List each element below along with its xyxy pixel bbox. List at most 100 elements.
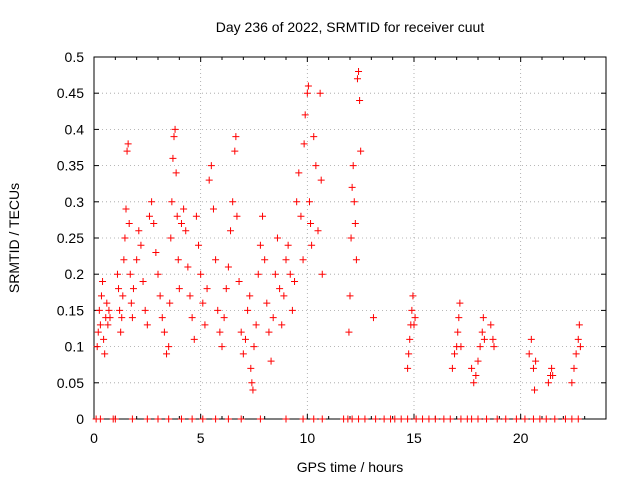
data-point	[100, 335, 108, 343]
data-point	[126, 270, 134, 278]
y-tick-label: 0.4	[65, 121, 85, 137]
data-point	[201, 321, 209, 329]
data-point	[561, 415, 569, 423]
x-tick-label: 15	[406, 430, 422, 446]
data-point	[199, 415, 207, 423]
data-point	[190, 335, 198, 343]
data-point	[192, 212, 200, 220]
data-point	[150, 220, 158, 228]
data-point	[346, 292, 354, 300]
data-point	[348, 183, 356, 191]
data-point	[205, 176, 213, 184]
data-point	[267, 357, 275, 365]
data-point	[125, 220, 133, 228]
data-point	[480, 335, 488, 343]
tick-layer: 0 0.05 0.1 0.15 0.2 0.25 0.3 0.35 0.4 0.45 0.5 0 5 10…	[57, 49, 606, 446]
data-point	[117, 328, 125, 336]
data-point	[544, 379, 552, 387]
data-point	[197, 270, 205, 278]
data-point	[531, 386, 539, 394]
data-point	[261, 256, 269, 264]
data-point	[576, 343, 584, 351]
data-point	[529, 364, 537, 372]
data-point	[165, 343, 173, 351]
data-point	[177, 220, 185, 228]
data-point	[355, 67, 363, 75]
data-point	[397, 415, 405, 423]
data-point	[318, 270, 326, 278]
data-point	[527, 335, 535, 343]
data-point	[127, 299, 135, 307]
data-point	[479, 314, 487, 322]
data-point	[572, 350, 580, 358]
data-point	[487, 321, 495, 329]
data-point	[220, 314, 228, 322]
data-point	[113, 270, 121, 278]
data-point	[468, 364, 476, 372]
data-point	[241, 335, 249, 343]
data-point	[348, 415, 356, 423]
y-tick-label: 0	[76, 411, 84, 427]
y-axis-label: SRMTID / TECUs	[6, 183, 22, 293]
data-point	[455, 314, 463, 322]
data-point	[167, 234, 175, 242]
data-point	[104, 321, 112, 329]
data-point	[254, 270, 262, 278]
data-point	[120, 256, 128, 264]
data-point	[356, 96, 364, 104]
data-point	[352, 256, 360, 264]
data-point	[244, 306, 252, 314]
data-point	[166, 299, 174, 307]
data-point	[216, 328, 224, 336]
data-point	[232, 133, 240, 141]
data-point	[404, 415, 412, 423]
data-point	[502, 415, 510, 423]
data-point	[229, 198, 237, 206]
data-point	[173, 212, 181, 220]
data-point	[570, 364, 578, 372]
y-tick-label: 0.2	[65, 266, 85, 282]
data-point	[154, 415, 162, 423]
data-point	[574, 335, 582, 343]
data-point	[308, 241, 316, 249]
data-point	[291, 277, 299, 285]
data-point	[263, 299, 271, 307]
data-point	[156, 292, 164, 300]
data-point	[139, 277, 147, 285]
data-point	[410, 321, 418, 329]
data-point	[357, 147, 365, 155]
data-point	[472, 372, 480, 380]
data-point	[214, 306, 222, 314]
data-point	[158, 314, 166, 322]
data-point	[106, 314, 114, 322]
data-point	[493, 415, 501, 423]
data-point	[299, 415, 307, 423]
data-point	[163, 350, 171, 358]
data-point	[425, 415, 433, 423]
data-point	[347, 234, 355, 242]
data-point	[122, 205, 130, 213]
data-point	[454, 328, 462, 336]
data-point	[431, 415, 439, 423]
data-point	[440, 415, 448, 423]
data-point	[288, 306, 296, 314]
data-point	[246, 292, 254, 300]
data-marks	[92, 67, 584, 423]
data-point	[224, 415, 232, 423]
data-point	[372, 415, 380, 423]
data-point	[548, 364, 556, 372]
data-point	[256, 415, 264, 423]
data-point	[121, 234, 129, 242]
data-point	[129, 285, 137, 293]
y-tick-label: 0.35	[57, 158, 84, 174]
data-point	[293, 198, 301, 206]
x-tick-label: 0	[90, 430, 98, 446]
data-point	[99, 277, 107, 285]
data-point	[446, 415, 454, 423]
data-point	[280, 292, 288, 300]
data-point	[276, 285, 284, 293]
data-point	[304, 82, 312, 90]
data-point	[451, 350, 459, 358]
data-point	[468, 415, 476, 423]
data-point	[406, 335, 414, 343]
